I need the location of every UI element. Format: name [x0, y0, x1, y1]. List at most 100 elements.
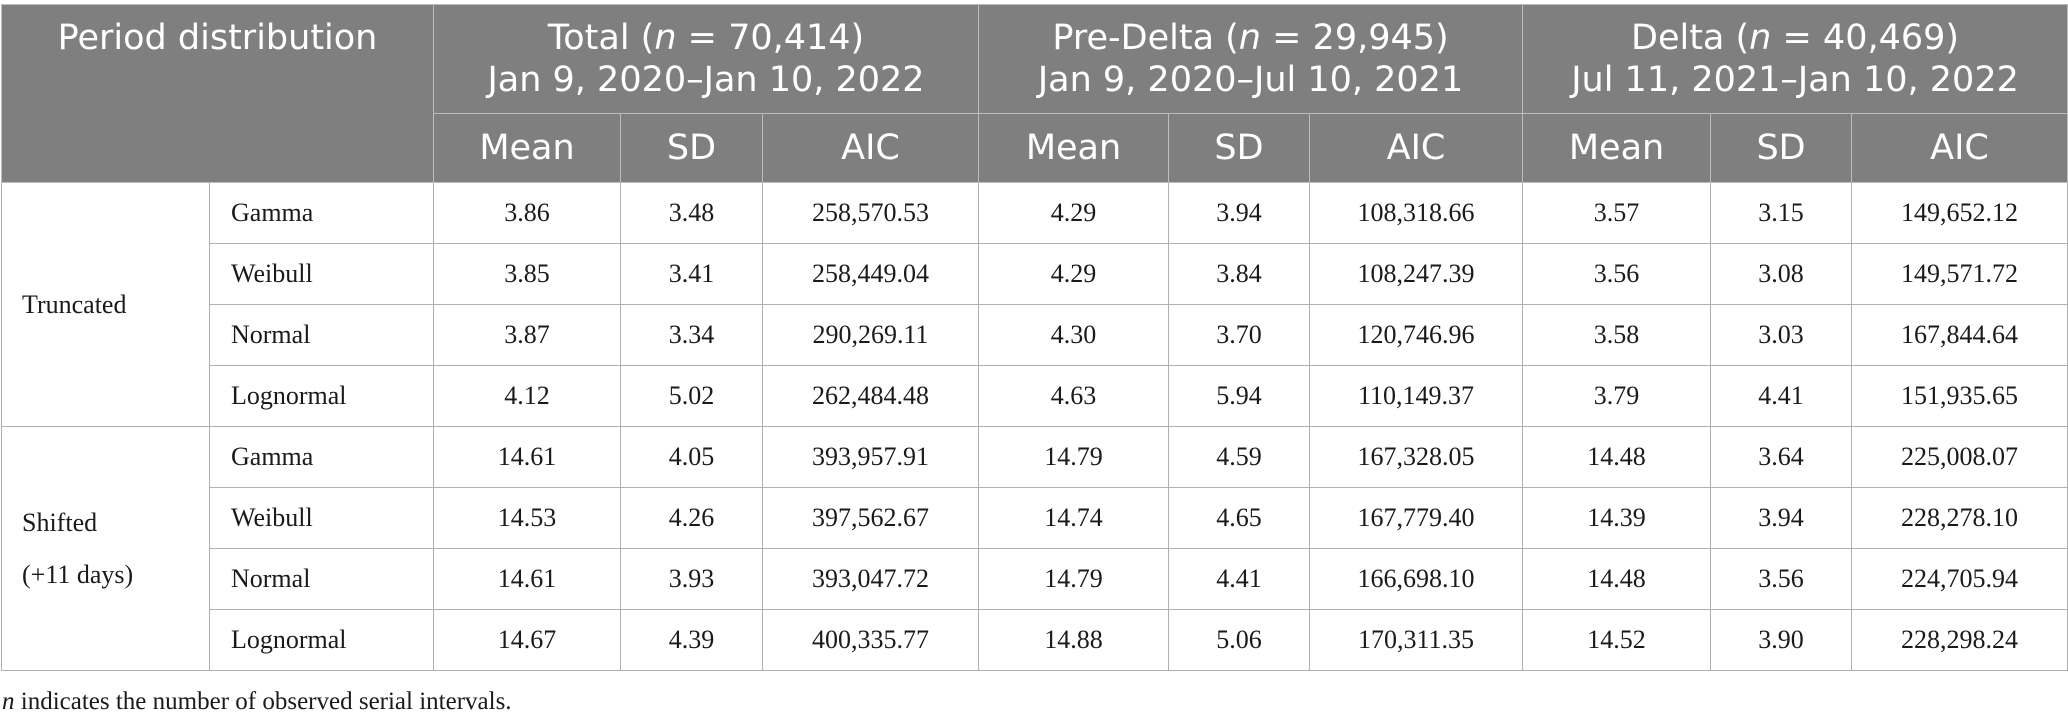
table-cell: 14.67	[433, 609, 621, 671]
table-cell: 3.94	[1710, 487, 1853, 549]
group-header-pre-delta: Pre-Delta (n = 29,945) Jan 9, 2020–Jul 1…	[978, 4, 1524, 114]
col-header-mean: Mean	[433, 113, 621, 183]
table-cell: 3.70	[1168, 304, 1311, 366]
table-cell: 14.88	[978, 609, 1170, 671]
table-row: Truncated Gamma 3.86 3.48 258,570.53 4.2…	[1, 182, 2068, 427]
table-cell: 4.39	[620, 609, 763, 671]
table-cell: 3.56	[1710, 548, 1853, 610]
table-cell: 397,562.67	[761, 487, 980, 549]
distribution-cell: Normal	[209, 304, 434, 366]
table-cell: 108,318.66	[1309, 182, 1524, 244]
table-cell: 4.12	[433, 365, 621, 427]
table-cell: 258,570.53	[761, 182, 980, 244]
table-cell: 166,698.10	[1309, 548, 1524, 610]
serial-interval-table: Period distribution Total (n = 70,414) J…	[1, 4, 2068, 671]
table-cell: 5.02	[620, 365, 763, 427]
table-cell: 120,746.96	[1309, 304, 1524, 366]
table-cell: 3.48	[620, 182, 763, 244]
table-footnote: n indicates the number of observed seria…	[2, 688, 512, 715]
table-cell: 167,328.05	[1309, 426, 1524, 488]
table-cell: 3.34	[620, 304, 763, 366]
table-cell: 3.08	[1710, 243, 1853, 305]
col-header-sd: SD	[620, 113, 763, 183]
table-cell: 3.94	[1168, 182, 1311, 244]
distribution-cell: Lognormal	[209, 365, 434, 427]
table-row: Lognormal 4.12 5.02 262,484.48 4.63 5.94…	[2, 365, 2068, 427]
table-cell: 3.79	[1522, 365, 1712, 427]
table-cell: 262,484.48	[761, 365, 980, 427]
table-cell: 14.74	[978, 487, 1170, 549]
group-header-delta: Delta (n = 40,469) Jul 11, 2021–Jan 10, …	[1522, 4, 2068, 114]
table-cell: 3.90	[1710, 609, 1853, 671]
table-cell: 149,571.72	[1851, 243, 2068, 305]
table-cell: 3.41	[620, 243, 763, 305]
group-date-range: Jan 9, 2020–Jul 10, 2021	[1037, 60, 1464, 100]
table-cell: 393,047.72	[761, 548, 980, 610]
table-cell: 228,298.24	[1851, 609, 2068, 671]
table-cell: 14.48	[1522, 426, 1712, 488]
table-cell: 3.03	[1710, 304, 1853, 366]
table-cell: 14.39	[1522, 487, 1712, 549]
group-header-total: Total (n = 70,414) Jan 9, 2020–Jan 10, 2…	[432, 4, 980, 114]
distribution-cell: Weibull	[209, 487, 434, 549]
table-cell: 4.59	[1168, 426, 1311, 488]
table-cell: 149,652.12	[1851, 182, 2068, 244]
table-row: Weibull 14.53 4.26 397,562.67 14.74 4.65…	[2, 487, 2068, 549]
table-cell: 3.64	[1710, 426, 1853, 488]
table-cell: 14.48	[1522, 548, 1712, 610]
table-cell: 3.56	[1522, 243, 1712, 305]
table-cell: 167,779.40	[1309, 487, 1524, 549]
col-header-sd: SD	[1710, 113, 1853, 183]
method-truncated: Truncated	[1, 182, 210, 427]
table-cell: 3.58	[1522, 304, 1712, 366]
table-row: Shifted (+11 days) Gamma 14.61 4.05 393,9…	[1, 426, 2068, 671]
table-cell: 400,335.77	[761, 609, 980, 671]
col-header-sd: SD	[1168, 113, 1311, 183]
table-cell: 228,278.10	[1851, 487, 2068, 549]
table-cell: 3.93	[620, 548, 763, 610]
distribution-cell: Weibull	[209, 243, 434, 305]
table-cell: 14.61	[433, 548, 621, 610]
distribution-cell: Gamma	[209, 182, 434, 244]
table-row: Normal 14.61 3.93 393,047.72 14.79 4.41 …	[2, 548, 2068, 610]
table-cell: 14.52	[1522, 609, 1712, 671]
table-row: Normal 3.87 3.34 290,269.11 4.30 3.70 12…	[2, 304, 2068, 366]
col-header-aic: AIC	[761, 113, 980, 183]
table-cell: 3.87	[433, 304, 621, 366]
table-cell: 110,149.37	[1309, 365, 1524, 427]
table-cell: 3.15	[1710, 182, 1853, 244]
table-cell: 224,705.94	[1851, 548, 2068, 610]
distribution-cell: Normal	[209, 548, 434, 610]
distribution-cell: Lognormal	[209, 609, 434, 671]
group-label: Pre-Delta (n = 29,945)	[1052, 18, 1449, 58]
table-cell: 225,008.07	[1851, 426, 2068, 488]
table-row: Weibull 3.85 3.41 258,449.04 4.29 3.84 1…	[2, 243, 2068, 305]
table-cell: 4.05	[620, 426, 763, 488]
table-cell: 14.61	[433, 426, 621, 488]
col-header-aic: AIC	[1851, 113, 2068, 183]
table-cell: 14.79	[978, 548, 1170, 610]
table-cell: 4.30	[978, 304, 1170, 366]
col-header-mean: Mean	[1522, 113, 1712, 183]
table-cell: 258,449.04	[761, 243, 980, 305]
group-date-range: Jul 11, 2021–Jan 10, 2022	[1571, 60, 2019, 100]
table-cell: 4.63	[978, 365, 1170, 427]
table-cell: 170,311.35	[1309, 609, 1524, 671]
table-cell: 167,844.64	[1851, 304, 2068, 366]
table-cell: 393,957.91	[761, 426, 980, 488]
table-cell: 5.94	[1168, 365, 1311, 427]
col-header-mean: Mean	[978, 113, 1170, 183]
table-cell: 4.29	[978, 182, 1170, 244]
table-cell: 4.65	[1168, 487, 1311, 549]
table-cell: 14.79	[978, 426, 1170, 488]
table-cell: 108,247.39	[1309, 243, 1524, 305]
method-shifted: Shifted (+11 days)	[1, 426, 210, 671]
period-distribution-header: Period distribution	[1, 4, 434, 183]
table-cell: 4.41	[1168, 548, 1311, 610]
table-cell: 14.53	[433, 487, 621, 549]
table-row: Lognormal 14.67 4.39 400,335.77 14.88 5.…	[2, 609, 2068, 671]
table-cell: 4.41	[1710, 365, 1853, 427]
table-cell: 3.84	[1168, 243, 1311, 305]
table-cell: 4.26	[620, 487, 763, 549]
group-label: Total (n = 70,414)	[547, 18, 865, 58]
